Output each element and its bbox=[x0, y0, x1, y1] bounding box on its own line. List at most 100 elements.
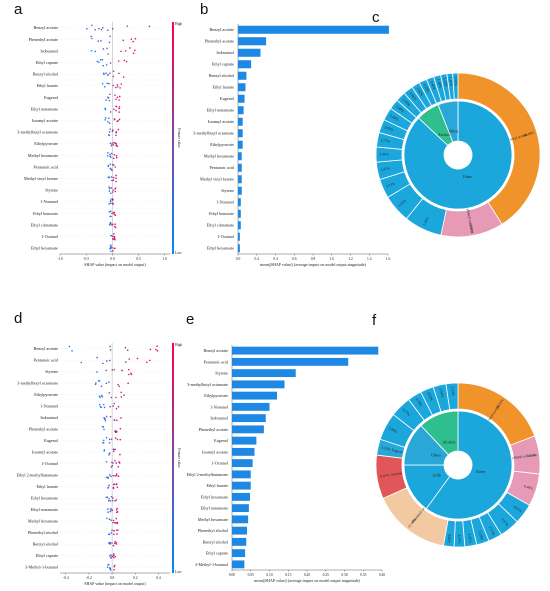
d-shap-point bbox=[100, 385, 103, 388]
a-feature-label: Isobutanol bbox=[40, 48, 59, 53]
d-shap-point bbox=[108, 392, 111, 394]
a-shap-point bbox=[112, 176, 115, 179]
d-shap-point bbox=[113, 565, 115, 568]
d-shap-point bbox=[97, 379, 100, 382]
d-shap-point bbox=[112, 483, 115, 486]
a-feature-label: Ethyl laurate bbox=[36, 83, 58, 88]
a-shap-point bbox=[98, 61, 100, 64]
e-bar bbox=[232, 447, 255, 456]
f-inner-label: Esters bbox=[476, 470, 485, 474]
c-center-hole bbox=[445, 142, 471, 168]
d-shap-point bbox=[101, 425, 104, 428]
e-x-tick-label: 0.10 bbox=[266, 573, 272, 577]
a-shap-point bbox=[112, 84, 115, 87]
d-shap-point bbox=[113, 419, 116, 421]
a-shap-point bbox=[113, 225, 116, 228]
b-bar bbox=[238, 232, 240, 241]
a-shap-point bbox=[118, 107, 120, 110]
d-shap-point bbox=[114, 475, 116, 477]
d-shap-point bbox=[96, 371, 98, 373]
a-shap-point bbox=[107, 152, 109, 154]
e-bar bbox=[232, 425, 264, 434]
a-shap-point bbox=[132, 52, 135, 54]
a-shap-point bbox=[120, 83, 123, 85]
a-shap-point bbox=[111, 169, 113, 171]
a-shap-point bbox=[110, 202, 112, 205]
f-outer-name: 3-methylbutyl octanoate bbox=[502, 453, 538, 461]
a-shap-point bbox=[107, 134, 110, 136]
d-shap-point bbox=[103, 428, 105, 431]
e-bar bbox=[232, 470, 251, 479]
d-shap-point bbox=[146, 361, 148, 364]
f-outer-percent: 2.71% bbox=[488, 526, 496, 536]
d-shap-point bbox=[110, 396, 113, 399]
a-shap-point bbox=[109, 111, 112, 113]
a-shap-point bbox=[109, 93, 111, 96]
d-shap-point bbox=[126, 349, 129, 352]
d-x-tick-label: 0.4 bbox=[156, 576, 161, 580]
b-bar bbox=[238, 221, 241, 230]
a-shap-point bbox=[110, 234, 112, 237]
b-bar bbox=[238, 71, 247, 80]
a-shap-point bbox=[101, 82, 104, 85]
panel-letter-c: c bbox=[372, 9, 380, 26]
d-shap-point bbox=[112, 521, 114, 524]
f-inner-label: Alcohols bbox=[443, 441, 457, 445]
d-shap-point bbox=[99, 396, 101, 399]
a-shap-point bbox=[108, 203, 110, 205]
a-feature-label: 1-Octanol bbox=[41, 234, 59, 239]
c-outer-percent: 3.71% bbox=[385, 182, 395, 189]
b-bar bbox=[238, 48, 261, 57]
d-feature-label: Ethyl laurate bbox=[36, 484, 58, 489]
d-colorbar-title: Feature value bbox=[177, 448, 181, 468]
d-shap-point bbox=[156, 349, 159, 352]
e-bar bbox=[232, 459, 253, 468]
c-inner-slice bbox=[437, 100, 459, 143]
a-shap-point bbox=[99, 59, 102, 61]
e-bar bbox=[232, 504, 249, 513]
a-shap-point bbox=[109, 221, 112, 224]
d-shap-point bbox=[106, 517, 108, 520]
d-shap-point bbox=[108, 518, 111, 521]
d-shap-point bbox=[127, 382, 129, 385]
e-category-label: Styrene bbox=[215, 371, 228, 376]
b-category-label: Pentanoic acid bbox=[209, 165, 234, 170]
a-shap-point bbox=[118, 111, 121, 113]
f-center-hole bbox=[445, 452, 471, 478]
a-shap-point bbox=[115, 180, 117, 183]
d-shap-point bbox=[105, 382, 108, 385]
e-bar bbox=[232, 391, 277, 400]
a-shap-point bbox=[125, 60, 128, 63]
a-feature-label: Styrene bbox=[45, 188, 58, 193]
a-shap-point bbox=[115, 134, 117, 137]
c-outer-percent: 3.37% bbox=[380, 166, 390, 172]
a-shap-point bbox=[112, 203, 114, 205]
d-shap-point bbox=[120, 391, 122, 394]
d-shap-point bbox=[115, 483, 118, 485]
b-category-label: Methyl vinyl ketone bbox=[200, 177, 234, 182]
d-shap-point bbox=[111, 555, 114, 557]
b-bar bbox=[238, 152, 242, 161]
a-shap-point bbox=[115, 177, 117, 179]
c-outer-percent: 2.49% bbox=[389, 114, 399, 122]
a-shap-point bbox=[130, 38, 133, 40]
a-colorbar-high: High bbox=[175, 22, 182, 26]
b-category-label: Ethyl caprate bbox=[212, 62, 234, 67]
a-shap-point bbox=[108, 82, 110, 85]
d-shap-point bbox=[103, 406, 106, 409]
d-shap-point bbox=[113, 568, 115, 571]
a-shap-point bbox=[111, 143, 113, 145]
a-shap-point bbox=[115, 143, 118, 145]
a-shap-point bbox=[109, 72, 111, 74]
d-shap-point bbox=[113, 542, 116, 545]
d-shap-point bbox=[115, 474, 118, 477]
d-colorbar-low: Low bbox=[175, 570, 182, 574]
d-shap-point bbox=[120, 417, 122, 419]
d-shap-point bbox=[108, 554, 111, 557]
a-shap-point bbox=[107, 53, 109, 55]
d-x-axis-label: SHAP value (impact on model output) bbox=[84, 581, 146, 586]
b-category-label: Isoamyl acetate bbox=[208, 119, 234, 124]
a-shap-point bbox=[114, 214, 117, 217]
a-shap-point bbox=[112, 70, 115, 73]
a-shap-point bbox=[111, 246, 113, 249]
